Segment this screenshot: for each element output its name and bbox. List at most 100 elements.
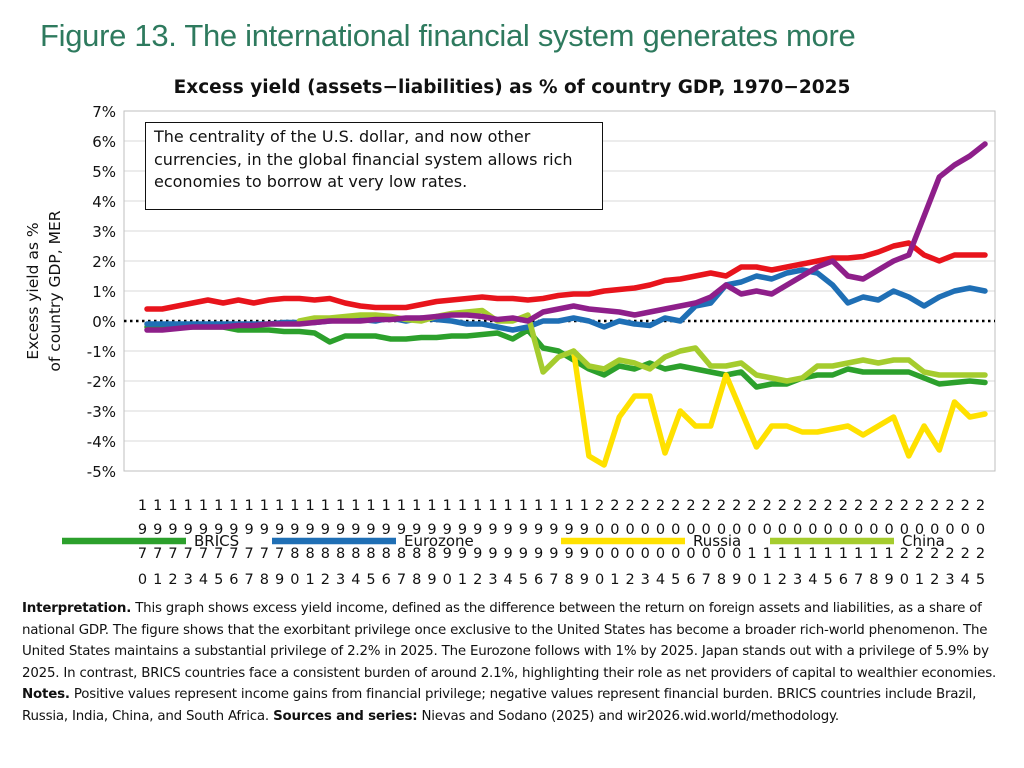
svg-text:0: 0 [138, 572, 147, 588]
svg-text:0: 0 [900, 572, 909, 588]
svg-text:2: 2 [473, 572, 482, 588]
svg-text:0: 0 [686, 522, 695, 538]
svg-text:9: 9 [412, 522, 421, 538]
svg-text:2: 2 [976, 546, 985, 562]
svg-text:9: 9 [366, 522, 375, 538]
figure-footer: Interpretation. This graph shows excess … [22, 598, 1002, 727]
svg-text:0: 0 [900, 522, 909, 538]
svg-text:7: 7 [549, 572, 558, 588]
svg-text:1: 1 [824, 546, 833, 562]
svg-text:9: 9 [534, 546, 543, 562]
svg-text:2: 2 [945, 498, 954, 514]
sources-text: Nievas and Sodano (2025) and wir2026.wid… [421, 708, 839, 724]
svg-text:4: 4 [656, 572, 665, 588]
svg-text:4: 4 [351, 572, 360, 588]
svg-text:2: 2 [808, 498, 817, 514]
svg-text:1: 1 [778, 546, 787, 562]
svg-text:0: 0 [976, 522, 985, 538]
svg-text:8: 8 [366, 546, 375, 562]
svg-text:1: 1 [260, 498, 269, 514]
svg-text:1: 1 [275, 498, 284, 514]
svg-text:2: 2 [961, 546, 970, 562]
svg-text:4: 4 [199, 572, 208, 588]
svg-text:4: 4 [504, 572, 513, 588]
svg-text:8: 8 [351, 546, 360, 562]
svg-text:7: 7 [214, 546, 223, 562]
svg-text:9: 9 [580, 522, 589, 538]
svg-text:9: 9 [488, 522, 497, 538]
series-lines [144, 141, 988, 468]
sources-label: Sources and series: [273, 708, 418, 724]
svg-text:0: 0 [686, 546, 695, 562]
svg-text:0: 0 [839, 522, 848, 538]
svg-text:2: 2 [717, 498, 726, 514]
annotation-callout: The centrality of the U.S. dollar, and n… [145, 122, 603, 210]
svg-text:0: 0 [763, 522, 772, 538]
svg-text:1: 1 [382, 498, 391, 514]
svg-text:9: 9 [336, 522, 345, 538]
svg-text:1: 1 [427, 498, 436, 514]
svg-text:0: 0 [443, 572, 452, 588]
svg-text:0: 0 [671, 546, 680, 562]
svg-text:1: 1 [504, 498, 513, 514]
svg-text:1: 1 [854, 546, 863, 562]
svg-text:0: 0 [732, 546, 741, 562]
y-tick-label: 7% [92, 103, 116, 121]
y-tick-label: -4% [87, 433, 116, 451]
svg-text:2: 2 [702, 498, 711, 514]
svg-text:4: 4 [961, 572, 970, 588]
svg-text:6: 6 [382, 572, 391, 588]
svg-text:0: 0 [641, 522, 650, 538]
legend-item-eurozone: Eurozone [272, 532, 474, 550]
svg-text:1: 1 [153, 498, 162, 514]
svg-text:2: 2 [321, 572, 330, 588]
svg-text:8: 8 [412, 572, 421, 588]
y-tick-label: 0% [92, 313, 116, 331]
svg-text:1: 1 [305, 572, 314, 588]
y-tick-labels: -5% -4% -3% -2% -1% 0% 1% 2% 3% 4% 5% 6% 7% [87, 103, 116, 481]
interpretation-text: This graph shows excess yield income, de… [22, 601, 997, 681]
svg-text:2: 2 [915, 546, 924, 562]
svg-text:0: 0 [290, 572, 299, 588]
svg-text:1: 1 [793, 546, 802, 562]
svg-text:9: 9 [153, 522, 162, 538]
svg-text:9: 9 [427, 522, 436, 538]
svg-text:7: 7 [275, 546, 284, 562]
svg-text:1: 1 [153, 572, 162, 588]
svg-text:2: 2 [869, 498, 878, 514]
svg-text:0: 0 [671, 522, 680, 538]
svg-text:9: 9 [580, 572, 589, 588]
notes-label: Notes. [22, 687, 70, 702]
svg-text:0: 0 [747, 572, 756, 588]
svg-text:1: 1 [869, 546, 878, 562]
svg-text:9: 9 [168, 522, 177, 538]
svg-text:1: 1 [458, 572, 467, 588]
line-chart: Excess yield (assets−liabilities) as % o… [24, 77, 996, 588]
svg-text:9: 9 [504, 522, 513, 538]
svg-text:5: 5 [671, 572, 680, 588]
svg-text:9: 9 [443, 546, 452, 562]
svg-text:7: 7 [245, 546, 254, 562]
plot-border [123, 110, 996, 472]
svg-text:1: 1 [565, 498, 574, 514]
